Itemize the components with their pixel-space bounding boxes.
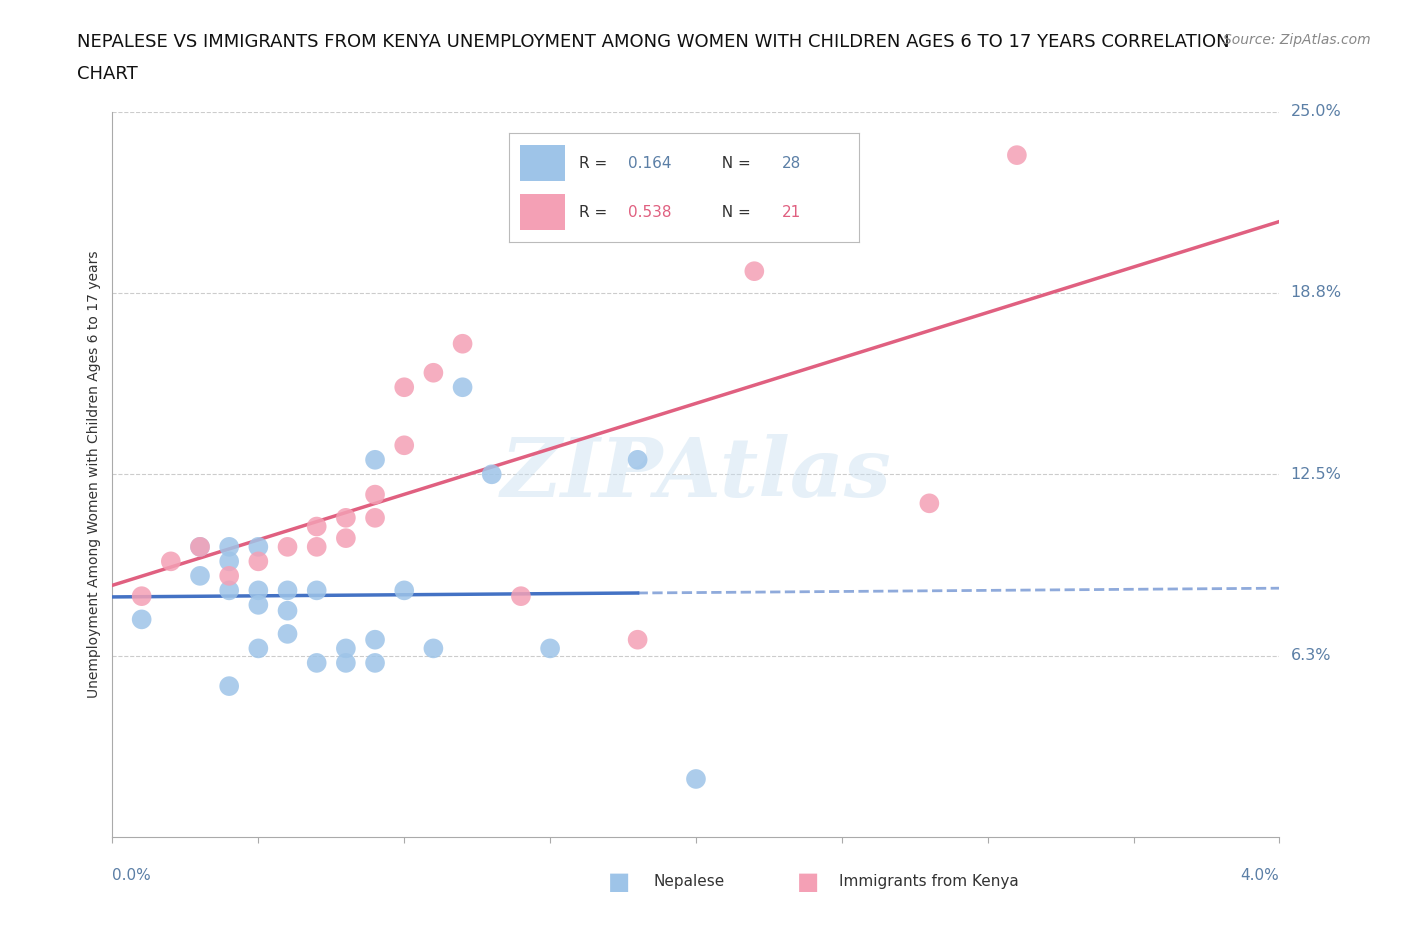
Point	[335, 641, 357, 656]
Point	[305, 519, 328, 534]
Text: 6.3%: 6.3%	[1291, 648, 1331, 663]
Point	[335, 511, 357, 525]
Point	[538, 641, 561, 656]
Point	[218, 568, 240, 583]
Point	[392, 438, 416, 453]
Text: 18.8%: 18.8%	[1291, 286, 1341, 300]
Point	[218, 554, 240, 569]
Text: Nepalese: Nepalese	[654, 874, 725, 889]
Point	[188, 568, 211, 583]
Text: Source: ZipAtlas.com: Source: ZipAtlas.com	[1223, 33, 1371, 46]
Point	[422, 641, 444, 656]
Point	[160, 554, 183, 569]
Y-axis label: Unemployment Among Women with Children Ages 6 to 17 years: Unemployment Among Women with Children A…	[87, 250, 101, 698]
Point	[218, 583, 240, 598]
Point	[364, 487, 387, 502]
Text: NEPALESE VS IMMIGRANTS FROM KENYA UNEMPLOYMENT AMONG WOMEN WITH CHILDREN AGES 6 : NEPALESE VS IMMIGRANTS FROM KENYA UNEMPL…	[77, 33, 1230, 50]
Text: ■: ■	[797, 870, 820, 894]
Point	[451, 379, 474, 394]
Point	[509, 589, 531, 604]
Point	[364, 656, 387, 671]
Point	[335, 531, 357, 546]
Point	[1005, 148, 1028, 163]
Point	[918, 496, 941, 511]
Point	[247, 554, 270, 569]
Point	[131, 612, 153, 627]
Point	[305, 656, 328, 671]
Text: 0.0%: 0.0%	[112, 868, 152, 883]
Text: CHART: CHART	[77, 65, 138, 83]
Point	[422, 365, 444, 380]
Point	[276, 627, 298, 642]
Text: ■: ■	[607, 870, 630, 894]
Point	[247, 597, 270, 612]
Text: 4.0%: 4.0%	[1240, 868, 1279, 883]
Point	[742, 264, 765, 279]
Point	[247, 539, 270, 554]
Text: 25.0%: 25.0%	[1291, 104, 1341, 119]
Point	[364, 632, 387, 647]
Point	[188, 539, 211, 554]
Text: 12.5%: 12.5%	[1291, 467, 1341, 482]
Point	[247, 641, 270, 656]
Point	[364, 452, 387, 467]
Point	[305, 539, 328, 554]
Point	[392, 379, 416, 394]
Point	[335, 656, 357, 671]
Point	[305, 583, 328, 598]
Point	[451, 337, 474, 352]
Point	[218, 679, 240, 694]
Point	[131, 589, 153, 604]
Point	[392, 583, 416, 598]
Point	[276, 604, 298, 618]
Point	[626, 452, 648, 467]
Point	[685, 772, 707, 787]
Point	[276, 583, 298, 598]
Point	[276, 539, 298, 554]
Point	[481, 467, 503, 482]
Point	[364, 511, 387, 525]
Text: Immigrants from Kenya: Immigrants from Kenya	[839, 874, 1019, 889]
Point	[247, 583, 270, 598]
Point	[188, 539, 211, 554]
Point	[218, 539, 240, 554]
Text: ZIPAtlas: ZIPAtlas	[501, 434, 891, 514]
Point	[626, 632, 648, 647]
